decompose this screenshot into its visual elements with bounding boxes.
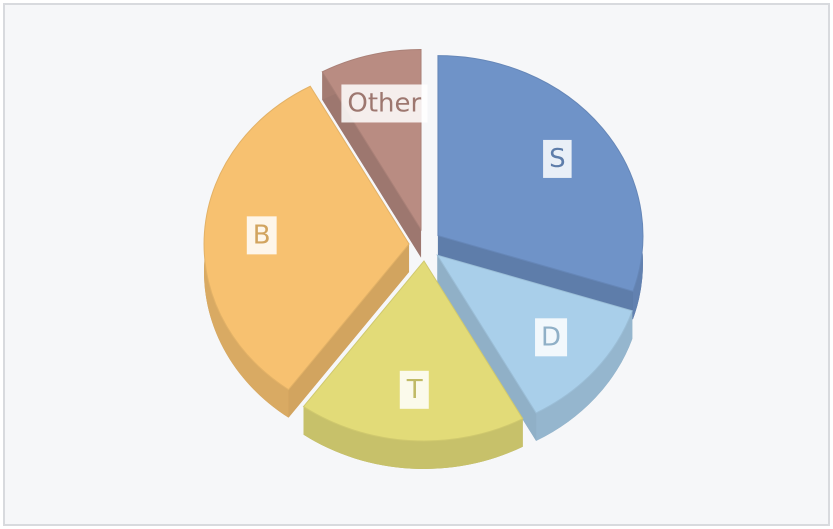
pie-slice [437, 55, 644, 292]
slice-label-group: S [543, 139, 572, 178]
pie-slice [203, 85, 410, 391]
slice-label-box [535, 318, 568, 357]
slice-wall [303, 406, 523, 469]
slice-label: D [541, 322, 561, 352]
slice-labels: S D T B Other [246, 84, 572, 409]
slice-label-group: D [535, 318, 568, 357]
pie-slice [302, 260, 524, 442]
slice-wall [536, 310, 633, 441]
slice-label-box [341, 84, 428, 123]
slice-label: T [406, 375, 423, 405]
slice-label-box [246, 216, 277, 255]
slice-label-group: B [246, 216, 277, 255]
slice-label: B [253, 220, 271, 250]
slice-label-group: T [399, 370, 429, 409]
slice-label: S [549, 144, 566, 174]
slice-side [437, 255, 537, 441]
pie-slice [436, 254, 633, 414]
slice-label-box [399, 370, 429, 409]
slice-side [288, 243, 410, 418]
slice-label-group: Other [341, 84, 428, 123]
slice-label: Other [347, 88, 421, 118]
slice-label-box [543, 139, 572, 178]
